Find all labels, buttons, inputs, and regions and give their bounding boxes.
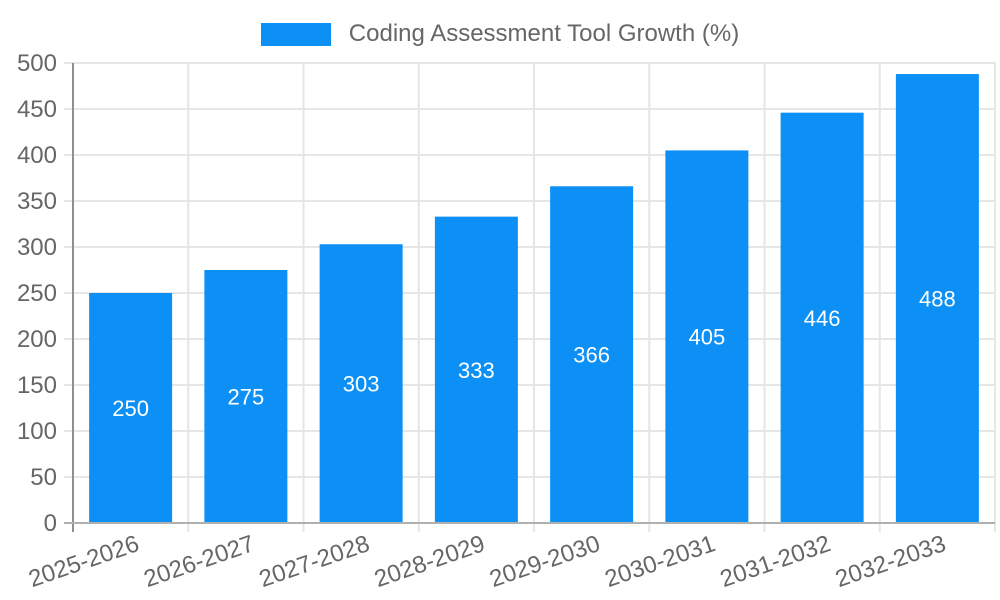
y-tick-label: 400 — [17, 142, 57, 169]
bar-value-label: 488 — [919, 287, 956, 312]
y-tick-label: 200 — [17, 326, 57, 353]
bar[interactable] — [550, 186, 634, 523]
bar[interactable] — [895, 74, 979, 523]
bar[interactable] — [319, 244, 403, 524]
bar-value-label: 275 — [228, 385, 265, 410]
bar-value-label: 366 — [573, 343, 610, 368]
legend-swatch — [260, 22, 331, 46]
y-tick-label: 150 — [17, 372, 57, 399]
bar[interactable] — [780, 112, 864, 524]
bar[interactable] — [89, 293, 173, 523]
bar-value-label: 303 — [343, 372, 380, 397]
y-tick-label: 250 — [17, 280, 57, 307]
bar[interactable] — [204, 270, 288, 523]
x-tick-label: 2032-2033 — [832, 530, 949, 593]
y-tick-label: 50 — [30, 464, 57, 491]
bar-value-label: 405 — [689, 325, 726, 350]
y-tick-label: 450 — [17, 96, 57, 123]
x-tick-label: 2031-2032 — [717, 530, 834, 593]
y-tick-label: 100 — [17, 418, 57, 445]
y-tick-label: 500 — [17, 50, 57, 77]
x-tick-label: 2025-2026 — [25, 530, 142, 593]
bar[interactable] — [665, 150, 749, 523]
bar-value-label: 446 — [804, 306, 841, 331]
bar[interactable] — [434, 216, 518, 523]
x-tick-label: 2029-2030 — [486, 530, 603, 593]
y-tick-label: 350 — [17, 188, 57, 215]
x-tick-label: 2026-2027 — [141, 530, 258, 593]
bar-value-label: 250 — [112, 396, 149, 421]
y-tick-label: 300 — [17, 234, 57, 261]
x-tick-label: 2030-2031 — [602, 530, 719, 593]
y-tick-label: 0 — [44, 510, 57, 537]
legend-label: Coding Assessment Tool Growth (%) — [348, 20, 740, 47]
legend[interactable]: Coding Assessment Tool Growth (%) — [0, 20, 1000, 48]
x-tick-label: 2028-2029 — [371, 530, 488, 593]
x-tick-label: 2027-2028 — [256, 530, 373, 593]
bar-value-label: 333 — [458, 358, 495, 383]
